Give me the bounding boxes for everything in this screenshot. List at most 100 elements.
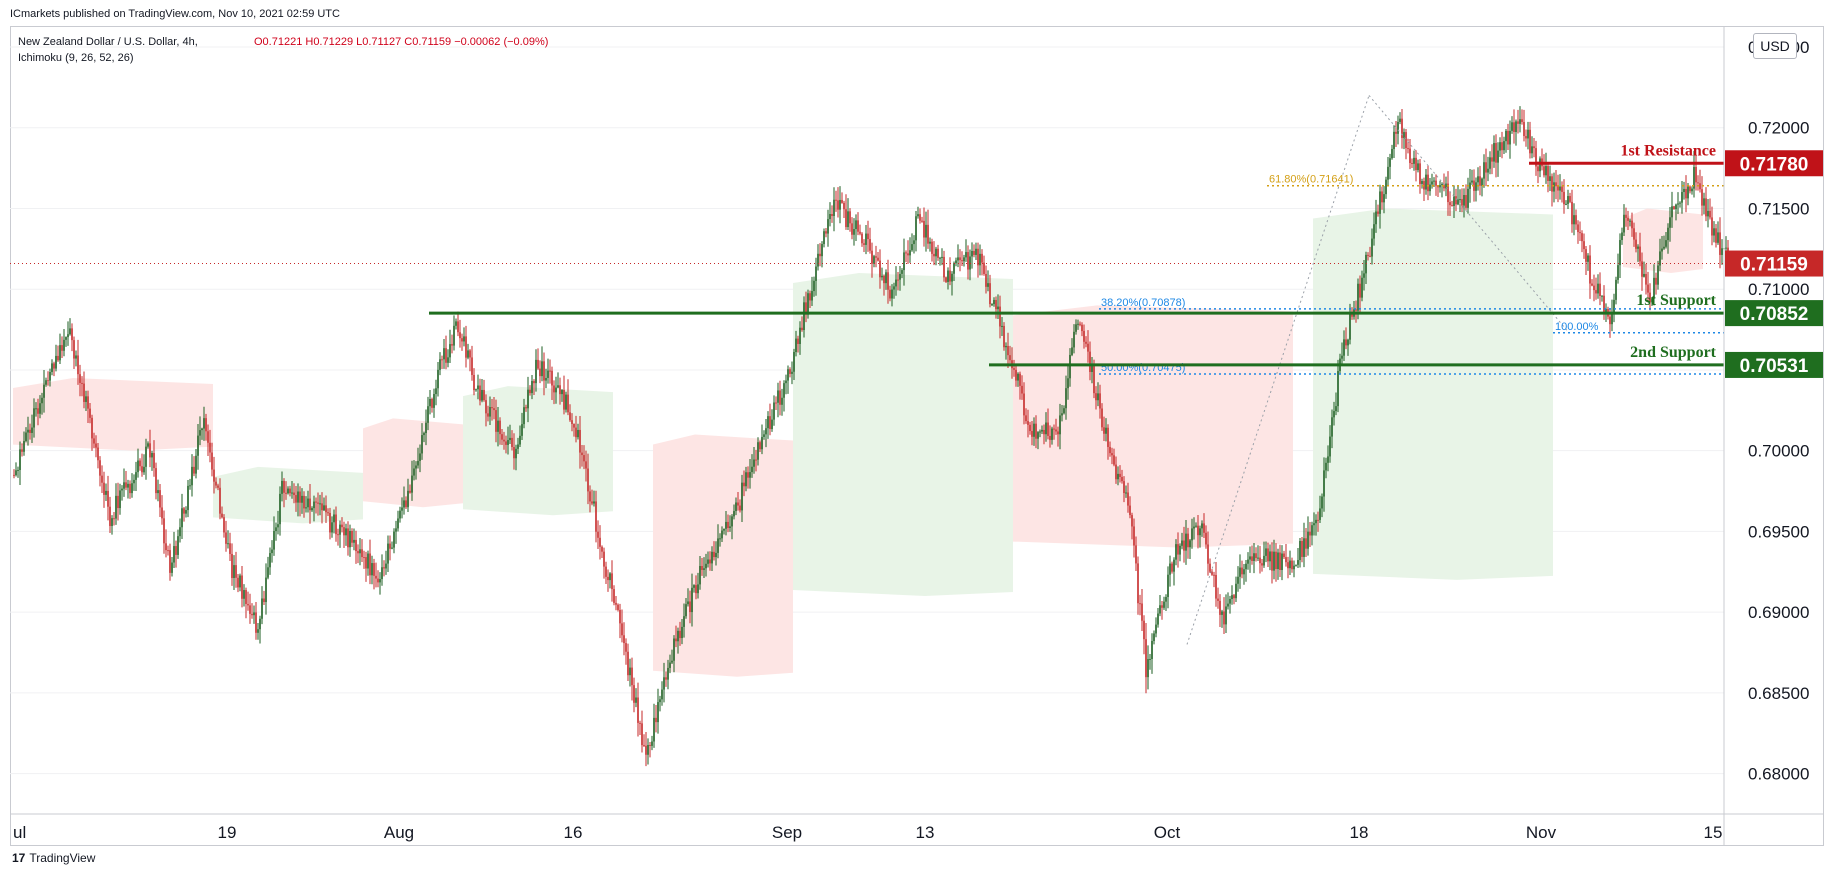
- candle-body: [709, 559, 711, 564]
- support-price-value: 0.70531: [1740, 356, 1809, 377]
- candle-body: [841, 199, 843, 203]
- candle-body: [717, 538, 719, 553]
- candle-body: [43, 384, 45, 398]
- candle-body: [589, 491, 591, 502]
- candle-body: [145, 446, 147, 467]
- currency-button[interactable]: USD: [1753, 33, 1797, 59]
- candle-body: [693, 585, 695, 588]
- candle-body: [1127, 492, 1129, 506]
- candles: [13, 106, 1731, 767]
- candle-body: [1129, 505, 1131, 516]
- candle-body: [837, 200, 839, 210]
- candle-body: [1183, 540, 1185, 551]
- candle-body: [1589, 255, 1591, 284]
- candle-body: [1633, 228, 1635, 240]
- candle-body: [547, 370, 549, 378]
- candle-body: [1367, 254, 1369, 256]
- candle-body: [883, 275, 885, 284]
- candle-body: [1221, 611, 1223, 615]
- candle-body: [1067, 378, 1069, 389]
- candle-body: [495, 410, 497, 432]
- candle-body: [1115, 464, 1117, 480]
- candle-body: [827, 219, 829, 234]
- price-axis[interactable]: 0.725000.720000.715000.710000.705000.700…: [1748, 38, 1809, 784]
- candle-body: [705, 563, 707, 569]
- candle-body: [671, 660, 673, 663]
- candle-body: [1187, 533, 1189, 548]
- candle-body: [1203, 523, 1205, 533]
- candle-body: [1595, 290, 1597, 294]
- candle-body: [979, 253, 981, 266]
- candle-body: [1713, 228, 1715, 236]
- candle-body: [687, 601, 689, 605]
- candle-body: [1303, 538, 1305, 557]
- candle-body: [1199, 528, 1201, 536]
- candle-body: [49, 372, 51, 381]
- candle-body: [653, 717, 655, 742]
- ichimoku-legend[interactable]: Ichimoku (9, 26, 52, 26): [18, 52, 134, 64]
- candle-body: [479, 385, 481, 401]
- candle-body: [311, 508, 313, 511]
- candle-body: [923, 220, 925, 238]
- candle-body: [1337, 371, 1339, 407]
- price-tick-label: 0.68000: [1748, 765, 1809, 784]
- candle-body: [1559, 186, 1561, 191]
- candle-body: [801, 327, 803, 331]
- candle-body: [259, 618, 261, 630]
- candle-body: [569, 412, 571, 421]
- candle-body: [65, 337, 67, 340]
- candle-body: [1099, 393, 1101, 409]
- candle-body: [863, 243, 865, 245]
- candle-body: [115, 495, 117, 519]
- last-price-value: 0.71159: [1740, 255, 1808, 276]
- candle-body: [1193, 526, 1195, 529]
- candle-body: [1663, 246, 1665, 249]
- candle-body: [103, 482, 105, 495]
- candle-body: [989, 283, 991, 305]
- candle-body: [1603, 295, 1605, 313]
- candle-body: [265, 577, 267, 603]
- candle-body: [1385, 179, 1387, 195]
- candle-body: [909, 250, 911, 256]
- candle-body: [1505, 130, 1507, 142]
- candle-body: [519, 435, 521, 445]
- time-tick-label: Oct: [1154, 823, 1181, 842]
- candle-body: [1509, 130, 1511, 145]
- tradingview-logo[interactable]: 17 TradingView: [12, 851, 95, 865]
- support-resistance-levels[interactable]: 1st Resistance 1st Support 2nd Support: [10, 142, 1724, 367]
- fibonacci-retracement[interactable]: 61.80%(0.71641)38.20%(0.70878)50.00%(0.7…: [1099, 95, 1724, 645]
- candle-body: [1469, 182, 1471, 189]
- candle-body: [593, 501, 595, 504]
- candle-body: [399, 510, 401, 519]
- candle-body: [1465, 195, 1467, 208]
- resistance-label: 1st Resistance: [1620, 142, 1716, 159]
- candle-body: [213, 469, 215, 482]
- symbol-legend[interactable]: New Zealand Dollar / U.S. Dollar, 4h,: [18, 36, 198, 48]
- candle-body: [1445, 183, 1447, 189]
- candle-body: [361, 549, 363, 558]
- price-tick-label: 0.69500: [1748, 522, 1809, 541]
- price-chart[interactable]: 61.80%(0.71641)38.20%(0.70878)50.00%(0.7…: [10, 26, 1824, 846]
- candle-body: [1251, 556, 1253, 561]
- candle-body: [1687, 186, 1689, 199]
- candle-body: [159, 490, 161, 508]
- cloud-bearish: [653, 434, 793, 677]
- candle-body: [641, 723, 643, 746]
- candle-body: [943, 256, 945, 278]
- candle-body: [1281, 553, 1283, 571]
- candle-body: [1625, 214, 1627, 218]
- candle-body: [1249, 556, 1251, 560]
- time-axis[interactable]: ul 19 Aug 16 Sep 13 Oct 18 Nov 15: [13, 823, 1722, 842]
- candle-body: [1507, 130, 1509, 145]
- candle-body: [1671, 206, 1673, 218]
- candle-body: [433, 394, 435, 408]
- candle-body: [31, 427, 33, 433]
- candle-body: [255, 612, 257, 633]
- candle-body: [815, 266, 817, 281]
- candle-body: [1327, 456, 1329, 463]
- candle-body: [1433, 180, 1435, 182]
- candle-body: [15, 470, 17, 476]
- candle-body: [431, 399, 433, 408]
- candle-body: [1421, 181, 1423, 184]
- candle-body: [1631, 220, 1633, 229]
